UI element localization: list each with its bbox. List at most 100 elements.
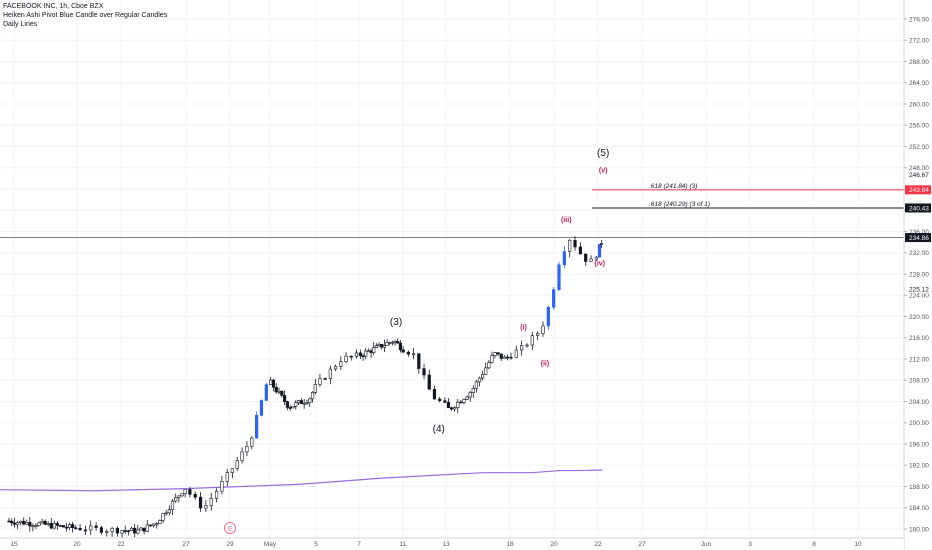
fibonacci-levels: .618 (241.84) (3) .618 (240.29) (3 of 1) (0, 183, 904, 239)
candle-body (28, 522, 32, 527)
candle-body (240, 451, 244, 461)
wave-label[interactable]: (3) (390, 317, 402, 328)
price-tick-label: 208.00 (909, 378, 929, 385)
earnings-marker[interactable]: E (224, 522, 236, 534)
price-tick-label: 260.00 (909, 101, 929, 108)
wave-label[interactable]: (5) (597, 148, 609, 159)
price-label-text: 246.67 (909, 172, 929, 179)
candle-body (214, 490, 219, 499)
candle-body (170, 500, 175, 510)
time-tick-label: 5 (314, 541, 318, 548)
elliott-wave-labels: (3) (4) (5) (i) (ii) (iii) (iv) (v) (390, 148, 609, 435)
candle-body (225, 472, 229, 482)
candle-body (318, 378, 322, 385)
candle-body (250, 437, 254, 447)
candle-body (180, 493, 184, 497)
candle-body (61, 525, 66, 528)
candle-body (220, 481, 224, 492)
candle-body (465, 396, 469, 400)
time-tick-label: 20 (550, 541, 558, 548)
wave-label[interactable]: (v) (599, 168, 608, 175)
candle-body (16, 522, 20, 525)
price-axis-background (904, 0, 932, 550)
price-label-text: 225.12 (909, 287, 929, 294)
price-tick-label: 216.00 (909, 335, 929, 342)
candle-body (349, 355, 353, 358)
candle-body (417, 353, 421, 369)
candle-body (83, 529, 88, 532)
candle-body (148, 524, 153, 527)
price-label-text: 234.86 (909, 235, 929, 242)
candle-body (484, 367, 488, 375)
candle-body (288, 407, 292, 409)
candle-body (299, 400, 303, 404)
candle-body (462, 399, 466, 403)
price-tick-label: 248.00 (909, 165, 929, 172)
candle-body (291, 405, 295, 409)
symbol-title[interactable]: FACEBOOK INC, 1h, Cboe BZX (3, 3, 104, 10)
candle-body (145, 524, 149, 532)
candle-body (115, 528, 120, 534)
price-axis[interactable]: 180.00 184.00 188.00 192.00 196.00 200.00 204.… (903, 0, 932, 550)
candle-body (67, 524, 72, 528)
candle-body (126, 530, 130, 532)
price-tick-label: 188.00 (909, 484, 929, 491)
candle-body (74, 527, 78, 530)
candle-body (328, 368, 332, 379)
candle-body (496, 352, 500, 355)
candle-body (167, 509, 171, 514)
wave-label[interactable]: (i) (520, 324, 527, 331)
candle-body (105, 531, 109, 533)
time-tick-label: 11 (400, 541, 407, 548)
candle-body (274, 386, 278, 393)
candle-body (158, 520, 162, 524)
candle-body (432, 389, 437, 400)
price-tick-label: 264.00 (909, 80, 929, 87)
candle-body (31, 525, 35, 528)
candle-body (589, 258, 593, 262)
candle-body (358, 352, 362, 357)
candle-body (369, 350, 373, 353)
price-tick-label: 220.00 (909, 314, 929, 321)
wave-label[interactable]: (4) (433, 424, 445, 435)
time-tick-label: 29 (226, 541, 234, 548)
wave-label[interactable]: (ii) (541, 360, 550, 367)
candle-body (398, 342, 403, 351)
candle-body (443, 400, 447, 403)
price-tick-label: 276.00 (909, 16, 929, 23)
candle-body (546, 306, 550, 327)
candle-body (382, 345, 386, 348)
candle-body (438, 398, 442, 401)
candle-body (459, 401, 463, 404)
candle-body (280, 390, 284, 396)
wave-label[interactable]: (iv) (594, 261, 605, 268)
candle-body (411, 353, 416, 355)
indicator-daily-lines[interactable]: Daily Lines (3, 21, 38, 28)
time-tick-label: 18 (506, 541, 514, 548)
candle-body (177, 495, 181, 498)
indicator-heiken-ashi[interactable]: Heiken Ashi Pivot Blue Candle over Regul… (3, 12, 168, 19)
candle-body (578, 246, 582, 255)
candle-body (520, 345, 524, 351)
candle-body (471, 388, 475, 393)
price-tick-label: 224.00 (909, 293, 929, 300)
candle-body (594, 256, 598, 260)
candle-body (264, 384, 268, 401)
candle-body (525, 344, 529, 347)
candle-body (46, 523, 50, 525)
candle-body (323, 378, 327, 380)
candle-body (509, 356, 513, 359)
price-tick-label: 252.00 (909, 144, 929, 151)
candle-body (277, 390, 281, 393)
candle-body (374, 345, 378, 348)
candle-body (188, 489, 192, 495)
candle-body (294, 402, 298, 407)
wave-label[interactable]: (iii) (561, 217, 572, 224)
candlestick-series (7, 236, 604, 539)
candle-body (468, 392, 472, 398)
time-tick-label: 8 (812, 541, 816, 548)
candle-body (530, 335, 534, 346)
time-axis[interactable]: 15 20 22 27 29 May 5 7 11 13 18 20 22 27 Jun 3 8 10 (0, 537, 904, 550)
candle-body (155, 523, 159, 525)
